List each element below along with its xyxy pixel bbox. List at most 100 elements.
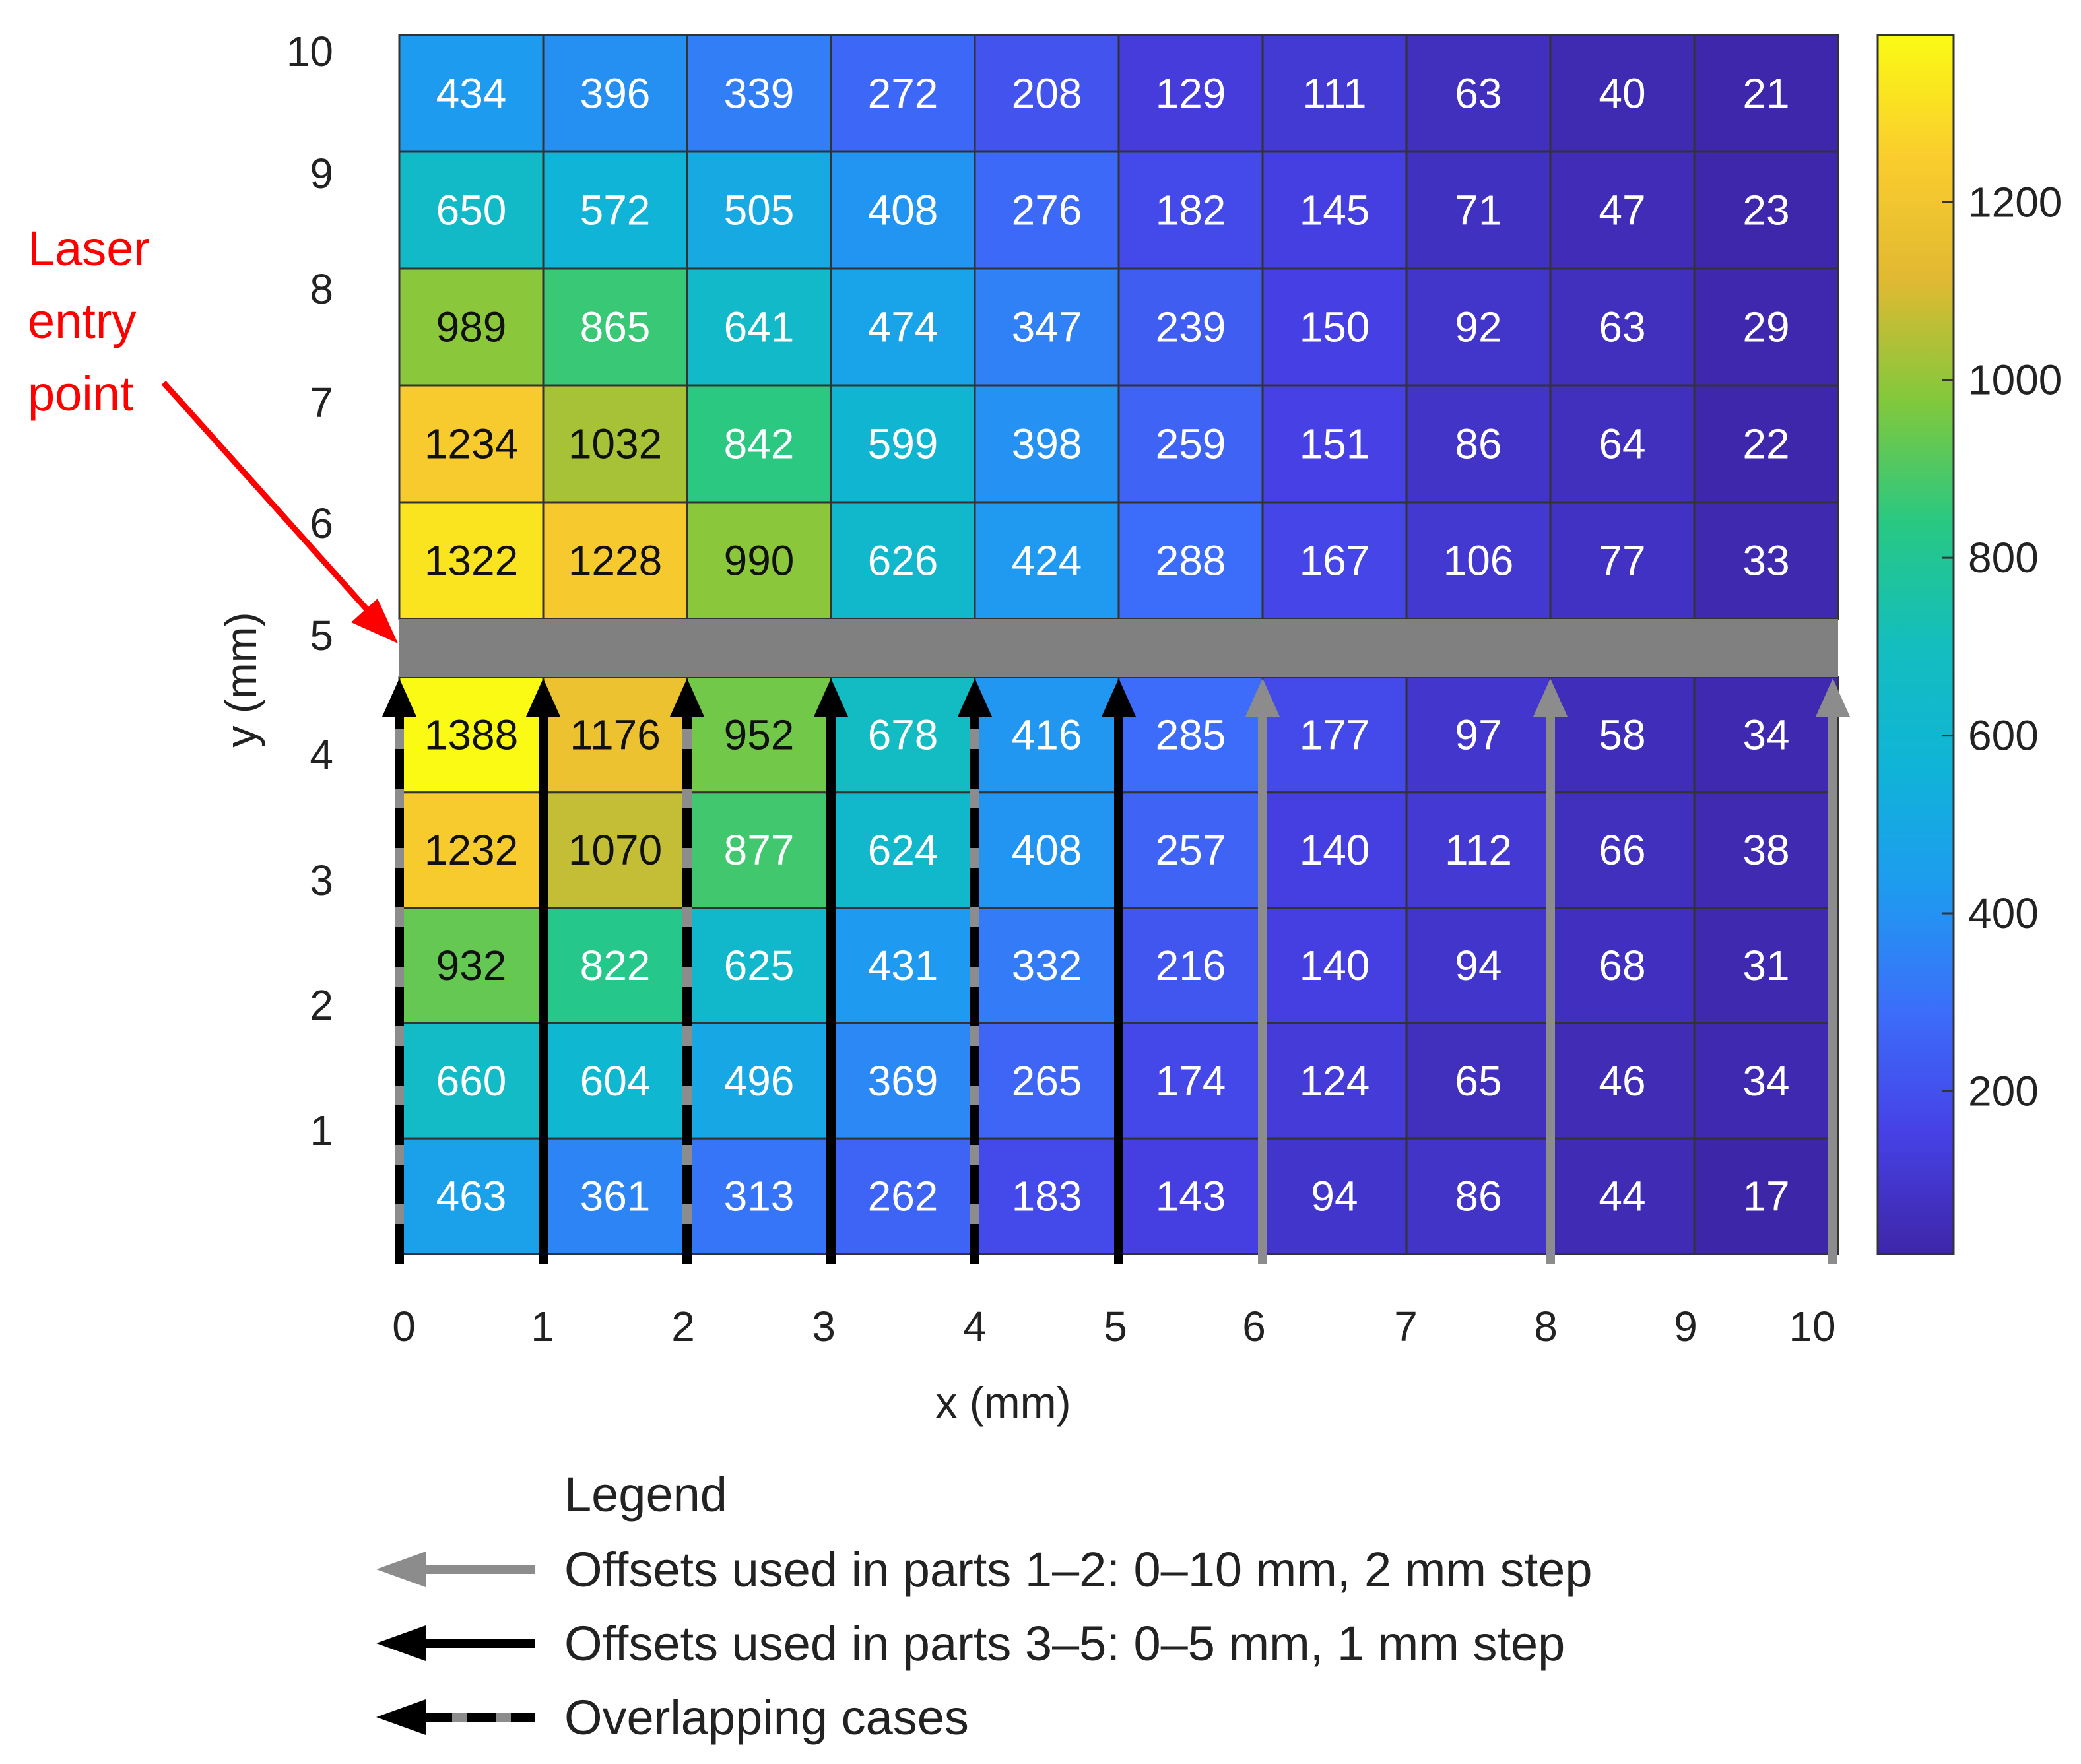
laser-annotation-text: point [28, 366, 134, 421]
cell-value-label: 842 [724, 420, 795, 468]
heatmap-cell [1549, 676, 1696, 794]
cell-value-label: 626 [868, 537, 939, 585]
cell-value-label: 34 [1742, 1057, 1789, 1105]
heatmap-cell [830, 907, 976, 1024]
legend-entry-label: Offsets used in parts 3–5: 0–5 mm, 1 mm … [564, 1616, 1565, 1671]
heatmap-cells: 434 396 339 272 208 129 111 63 40 21 650 572 505 408 2… [398, 34, 1839, 1255]
cell-value-label: 17 [1742, 1173, 1789, 1220]
x-tick-label: 3 [812, 1303, 836, 1350]
cell-value-label: 424 [1012, 537, 1082, 585]
cell-value-label: 505 [724, 187, 795, 234]
cell-value-label: 276 [1012, 187, 1082, 234]
legend-entry-label: Offsets used in parts 1–2: 0–10 mm, 2 mm… [564, 1542, 1592, 1597]
cell-value-label: 21 [1742, 70, 1789, 117]
cell-value-label: 112 [1445, 826, 1512, 874]
heatmap-cell [398, 34, 545, 153]
colorbar-tick-label: 400 [1968, 890, 2039, 937]
heatmap-cell [974, 384, 1120, 504]
cell-value-label: 111 [1302, 70, 1366, 117]
cell-value-label: 106 [1443, 537, 1514, 585]
heatmap-cell [1405, 150, 1552, 270]
cell-value-label: 1234 [424, 420, 518, 468]
cell-value-label: 408 [1012, 826, 1082, 874]
heatmap-cell [542, 1137, 688, 1255]
cell-value-label: 64 [1599, 420, 1645, 468]
cell-value-label: 474 [868, 304, 939, 351]
heatmap-cell [1693, 1022, 1839, 1140]
cell-value-label: 33 [1742, 537, 1789, 585]
legend-swatch-arrowhead [376, 1625, 426, 1661]
cell-value-label: 822 [580, 942, 651, 989]
cell-value-label: 339 [724, 70, 795, 117]
heatmap-cell [1117, 1137, 1264, 1255]
arrow-head [1102, 678, 1136, 717]
heatmap-cell [830, 384, 976, 504]
laser-entry-annotation: Laser entry point [28, 221, 398, 643]
heatmap-cell [1261, 907, 1408, 1024]
legend-entry: Offsets used in parts 1–2: 0–10 mm, 2 mm… [376, 1542, 1592, 1597]
heatmap-cell [974, 1022, 1120, 1140]
heatmap-cell [1261, 267, 1408, 387]
cell-value-label: 77 [1599, 537, 1645, 585]
heatmap-cell [1405, 501, 1552, 620]
arrow-head [814, 678, 848, 717]
heatmap-cell [398, 907, 545, 1024]
cell-value-label: 262 [868, 1173, 939, 1220]
heatmap-cell [974, 150, 1120, 270]
x-tick-label: 8 [1534, 1303, 1558, 1350]
cell-value-label: 285 [1156, 711, 1226, 758]
cell-value-label: 408 [868, 187, 939, 234]
heatmap-cell [1549, 384, 1696, 504]
heatmap-cell [398, 501, 545, 620]
cell-value-label: 396 [580, 70, 651, 117]
y-tick-label: 5 [310, 612, 333, 659]
heatmap-cell [542, 384, 688, 504]
y-tick-label: 4 [310, 731, 333, 779]
offset-arrow [958, 678, 992, 1264]
colorbar-tick-label: 1000 [1968, 356, 2062, 404]
cell-value-label: 86 [1455, 1173, 1502, 1220]
cell-value-label: 208 [1012, 70, 1082, 117]
heatmap-cell [830, 267, 976, 387]
arrow-head [1533, 678, 1568, 717]
heatmap-cell [1693, 1137, 1839, 1255]
heatmap-cell [398, 1137, 545, 1255]
heatmap-cell [1261, 501, 1408, 620]
cell-value-label: 23 [1742, 187, 1789, 234]
heatmap-cell [830, 1137, 976, 1255]
colorbar-tick-label: 600 [1968, 712, 2039, 760]
cell-value-label: 678 [868, 711, 939, 758]
heatmap-cell [686, 384, 832, 504]
cell-value-label: 44 [1599, 1173, 1645, 1220]
cell-value-label: 288 [1156, 537, 1226, 585]
heatmap-cell [686, 150, 832, 270]
colorbar-tick-label: 1200 [1968, 178, 2062, 226]
heatmap-cell [1405, 791, 1552, 909]
cell-value-label: 347 [1012, 304, 1082, 351]
x-tick-label: 7 [1394, 1303, 1418, 1350]
heatmap-cell [1549, 34, 1696, 153]
arrow-head [670, 678, 704, 717]
cell-value-label: 183 [1012, 1173, 1082, 1220]
offset-arrow [670, 678, 704, 1264]
heatmap-cell [1117, 676, 1264, 794]
legend-title: Legend [564, 1467, 727, 1522]
legend-entry-label: Overlapping cases [564, 1690, 969, 1745]
x-axis-label: x (mm) [935, 1378, 1071, 1427]
cell-value-label: 650 [436, 187, 507, 234]
arrow-head [526, 678, 560, 717]
cell-value-label: 1228 [568, 537, 662, 585]
legend-entry: Offsets used in parts 3–5: 0–5 mm, 1 mm … [376, 1616, 1565, 1671]
cell-value-label: 641 [724, 304, 795, 351]
cell-value-label: 94 [1455, 942, 1502, 989]
legend: Legend Offsets used in parts 1–2: 0–10 mm… [376, 1467, 1592, 1745]
cell-value-label: 1322 [424, 537, 518, 585]
laser-band-layer [399, 619, 1838, 677]
heatmap-cell [542, 1022, 688, 1140]
heatmap-cell [974, 501, 1120, 620]
laser-annotation-arrow-head [351, 599, 398, 643]
cell-value-label: 257 [1156, 826, 1226, 874]
x-tick-label: 0 [392, 1303, 416, 1350]
